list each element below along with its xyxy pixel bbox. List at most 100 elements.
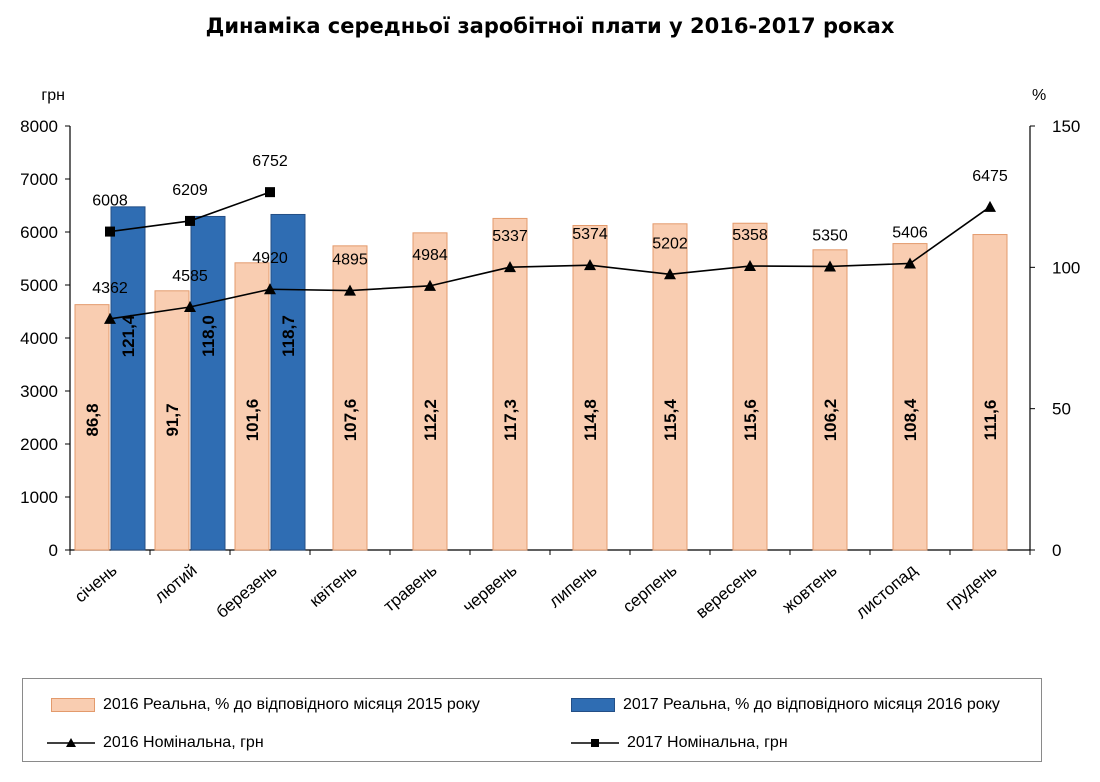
y-tick-label-right: 0: [1052, 541, 1061, 560]
point-2016-nominal: [424, 279, 436, 291]
x-tick-label: вересень: [692, 560, 761, 622]
point-2016-nominal: [824, 260, 836, 272]
point-2017-nominal: [265, 187, 275, 198]
x-tick-label: червень: [459, 560, 521, 616]
bar-label-2016-real: 112,2: [421, 399, 440, 441]
legend-label-2016-real: 2016 Реальна, % до відповідного місяця 2…: [103, 696, 480, 713]
point-2016-nominal: [584, 259, 596, 271]
bar-2016-real: [812, 249, 848, 551]
bar-label-2016-real: 115,4: [661, 399, 680, 441]
y-tick-label-left: 4000: [20, 329, 58, 348]
bar-label-2016-real: 114,8: [581, 399, 600, 441]
bar-2016-real: [492, 217, 528, 551]
legend-label-2017-real: 2017 Реальна, % до відповідного місяця 2…: [623, 696, 1000, 713]
x-tick-label: листопад: [852, 560, 921, 622]
point-2016-nominal: [744, 260, 756, 272]
x-tick-label: квітень: [306, 560, 361, 610]
legend: 2016 Реальна, % до відповідного місяця 2…: [22, 678, 1042, 762]
bar-2016-real: [74, 304, 110, 551]
bar-label-2016-real: 101,6: [243, 399, 262, 442]
bar-2016-real: [154, 290, 190, 551]
legend-label-2017-nominal: 2017 Номінальна, грн: [627, 734, 788, 751]
point-label-2016-nominal: 5358: [732, 227, 768, 244]
legend-swatch-2017-nominal: [571, 739, 619, 747]
bar-2016-real: [332, 245, 368, 551]
bar-label-2017-real: 121,4: [119, 314, 138, 357]
point-2016-nominal: [184, 300, 196, 312]
bar-2016-real: [732, 222, 768, 551]
point-label-2016-nominal: 4984: [412, 247, 448, 264]
y-tick-label-left: 2000: [20, 435, 58, 454]
bar-2017-real: [190, 215, 226, 551]
y-tick-label-left: 7000: [20, 170, 58, 189]
point-label-2016-nominal: 4362: [92, 280, 128, 297]
point-label-2016-nominal: 5374: [572, 226, 608, 243]
legend-item-2016-nominal: 2016 Номінальна, грн: [47, 734, 264, 752]
legend-swatch-2016-nominal: [47, 738, 95, 747]
point-2016-nominal: [104, 312, 116, 324]
point-label-2017-nominal: 6752: [252, 153, 288, 170]
y-tick-label-left: 8000: [20, 117, 58, 136]
bar-label-2016-real: 108,4: [901, 398, 920, 441]
point-label-2016-nominal: 4895: [332, 252, 368, 269]
bar-label-2016-real: 106,2: [821, 399, 840, 442]
point-label-2016-nominal: 6475: [972, 168, 1008, 185]
point-2016-nominal: [664, 268, 676, 280]
y-tick-label-left: 5000: [20, 276, 58, 295]
point-label-2017-nominal: 6209: [172, 182, 208, 199]
x-tick-label: серпень: [619, 560, 681, 616]
y-tick-label-right: 100: [1052, 258, 1080, 277]
y-tick-label-right: 150: [1052, 117, 1080, 136]
bar-label-2016-real: 111,6: [981, 400, 1000, 441]
bar-label-2016-real: 107,6: [341, 399, 360, 442]
point-label-2016-nominal: 4920: [252, 250, 288, 267]
bar-label-2016-real: 91,7: [163, 403, 182, 436]
point-2016-nominal: [904, 257, 916, 269]
point-label-2016-nominal: 5337: [492, 228, 528, 245]
point-2016-nominal: [344, 284, 356, 296]
y-tick-label-left: 3000: [20, 382, 58, 401]
bar-2017-real: [110, 206, 146, 551]
line-2016-nominal: [109, 206, 991, 320]
y-axis-left-unit: грн: [41, 87, 65, 104]
y-tick-label-left: 6000: [20, 223, 58, 242]
legend-swatch-2017-real: [571, 698, 615, 712]
bar-label-2016-real: 115,6: [741, 399, 760, 441]
point-label-2016-nominal: 5406: [892, 224, 928, 241]
bar-label-2016-real: 86,8: [83, 403, 102, 436]
bar-2016-real: [234, 262, 270, 551]
y-tick-label-left: 1000: [20, 488, 58, 507]
point-2017-nominal: [105, 226, 115, 237]
point-label-2016-nominal: 5202: [652, 235, 688, 252]
bar-label-2016-real: 117,3: [501, 399, 520, 441]
chart-title: Динаміка середньої заробітної плати у 20…: [205, 14, 895, 38]
x-tick-label: березень: [213, 560, 281, 621]
y-axis-right-unit: %: [1032, 87, 1046, 104]
y-tick-label-left: 0: [49, 541, 58, 560]
bar-2017-real: [270, 213, 306, 551]
point-2016-nominal: [984, 200, 996, 212]
x-tick-label: січень: [71, 560, 121, 606]
point-2016-nominal: [504, 261, 516, 273]
bar-2016-real: [572, 224, 608, 551]
legend-label-2016-nominal: 2016 Номінальна, грн: [103, 734, 264, 751]
x-tick-label: лютий: [151, 561, 201, 607]
legend-swatch-2016-real: [51, 698, 95, 712]
legend-item-2017-nominal: 2017 Номінальна, грн: [571, 734, 788, 752]
x-tick-label: липень: [545, 560, 600, 611]
bar-2016-real: [972, 234, 1008, 551]
chart-canvas: 0 1000 2000 3000 4000 5000 6000 7000 8000 0 50 100 1…: [20, 87, 1080, 622]
point-label-2017-nominal: 6008: [92, 193, 128, 210]
y-tick-label-right: 50: [1052, 400, 1071, 419]
legend-item-2017-real: 2017 Реальна, % до відповідного місяця 2…: [571, 696, 1000, 714]
bar-label-2017-real: 118,0: [199, 315, 218, 357]
point-label-2016-nominal: 5350: [812, 227, 848, 244]
legend-item-2016-real: 2016 Реальна, % до відповідного місяця 2…: [51, 696, 480, 714]
x-tick-label: травень: [380, 560, 441, 615]
x-tick-label: грудень: [942, 560, 1001, 614]
x-tick-label: жовтень: [779, 560, 841, 616]
point-label-2016-nominal: 4585: [172, 268, 208, 285]
point-2016-nominal: [264, 283, 276, 295]
point-2017-nominal: [185, 215, 195, 226]
bar-label-2017-real: 118,7: [279, 315, 298, 357]
